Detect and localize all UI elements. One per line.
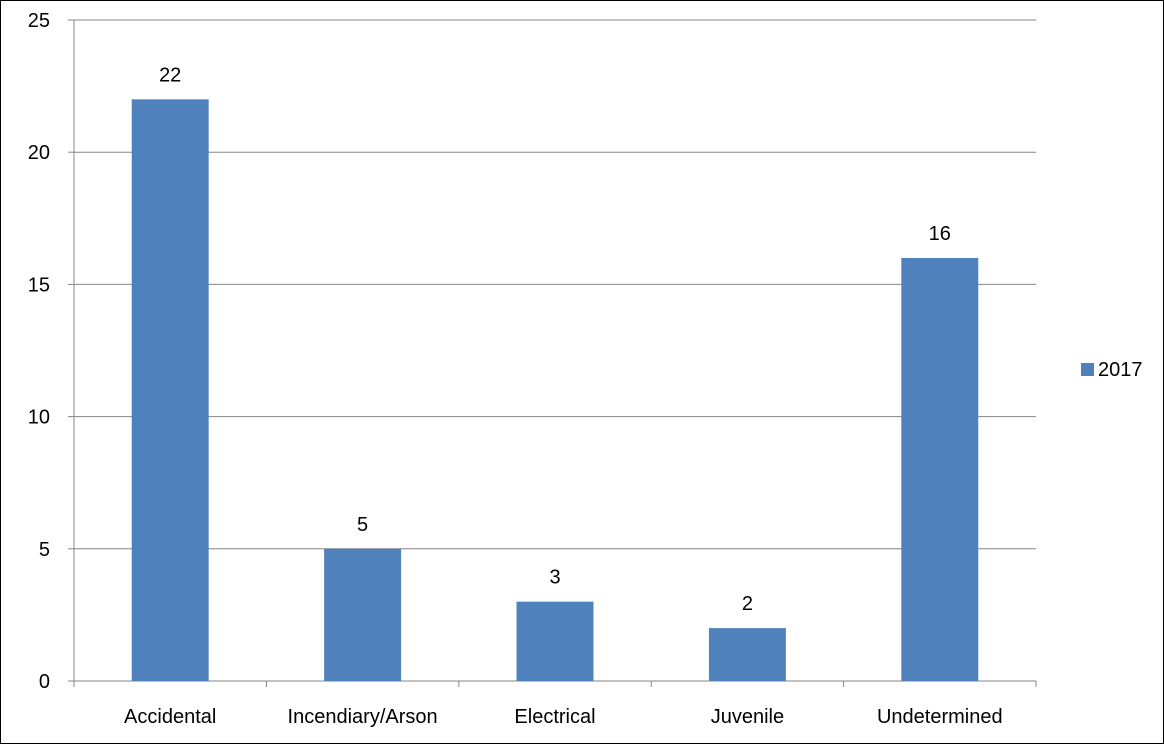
x-tick-labels: Accidental Incendiary/Arson Electrical Juve… bbox=[124, 706, 1003, 728]
x-tick-label: Undetermined bbox=[877, 706, 1003, 728]
bar-electrical bbox=[516, 601, 594, 681]
x-tick-label: Juvenile bbox=[711, 706, 784, 728]
data-labels: 22 5 3 2 16 bbox=[159, 64, 951, 615]
legend-swatch bbox=[1081, 363, 1094, 376]
y-tick-label: 5 bbox=[39, 539, 50, 561]
x-tick-label: Electrical bbox=[514, 706, 595, 728]
gridlines bbox=[74, 19, 1036, 550]
data-label: 3 bbox=[549, 567, 560, 589]
y-tick-label: 0 bbox=[39, 671, 50, 693]
data-label: 16 bbox=[929, 223, 951, 245]
y-tick-labels: 0 5 10 15 20 25 bbox=[28, 10, 50, 693]
bar-juvenile bbox=[708, 628, 786, 681]
bar-accidental bbox=[131, 99, 209, 681]
x-tick-label: Accidental bbox=[124, 706, 216, 728]
data-label: 5 bbox=[357, 514, 368, 536]
bar-incendiary-arson bbox=[324, 548, 402, 681]
y-tick-label: 25 bbox=[28, 10, 50, 32]
data-label: 22 bbox=[159, 64, 181, 86]
x-tick-label: Incendiary/Arson bbox=[288, 706, 438, 728]
legend: 2017 bbox=[1081, 359, 1143, 381]
legend-label: 2017 bbox=[1098, 359, 1143, 381]
bar-undetermined bbox=[901, 257, 979, 681]
y-tick-label: 20 bbox=[28, 142, 50, 164]
y-tick-label: 10 bbox=[28, 407, 50, 429]
data-label: 2 bbox=[742, 593, 753, 615]
bars bbox=[131, 99, 979, 681]
y-tick-label: 15 bbox=[28, 274, 50, 296]
